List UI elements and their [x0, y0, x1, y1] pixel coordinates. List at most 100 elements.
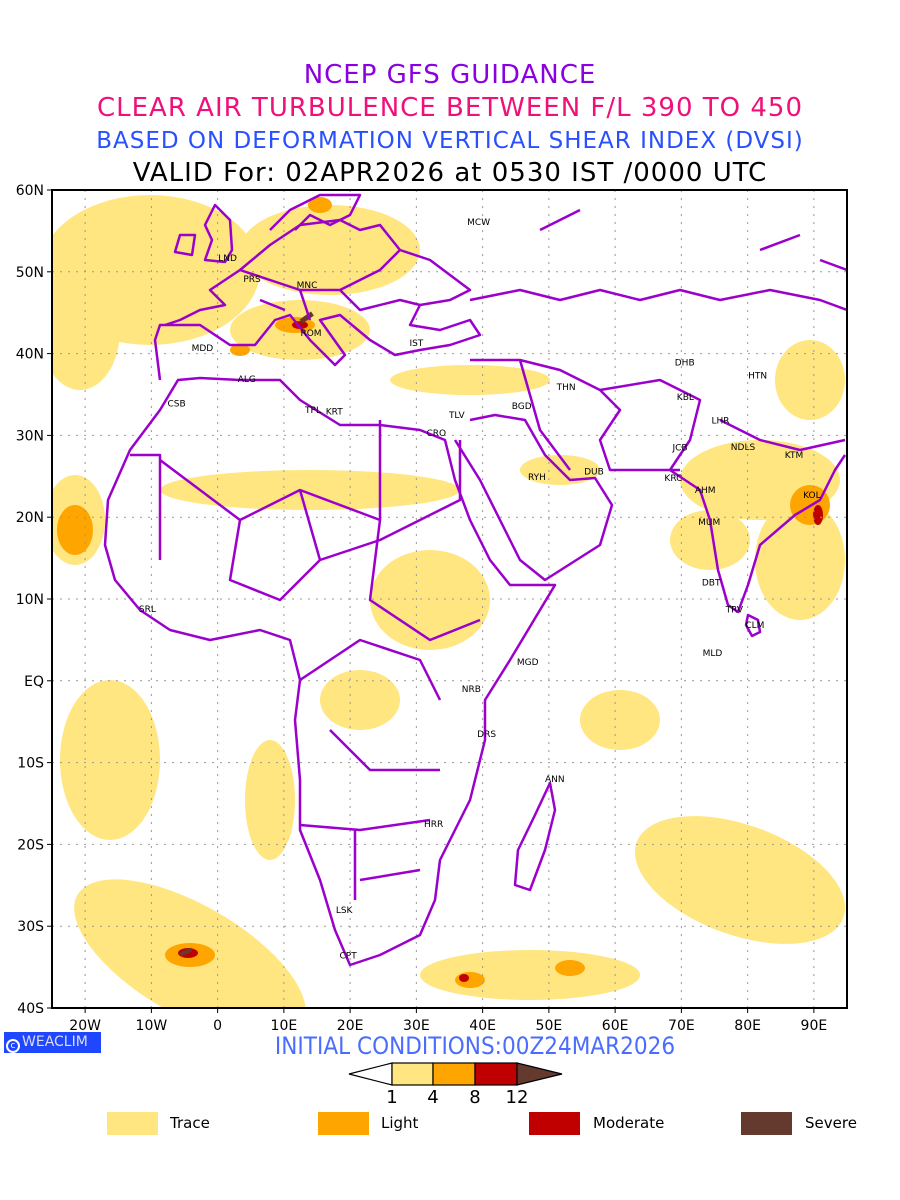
lat-tick-label: EQ: [24, 674, 44, 690]
lat-tick-label: 20S: [17, 837, 44, 853]
colorbar-moderate: [474, 1062, 518, 1086]
colorbar-tick-label: 4: [427, 1087, 439, 1108]
lon-tick-label: 20E: [337, 1018, 364, 1034]
initial-conditions: INITIAL CONDITIONS:00Z24MAR2026: [274, 1032, 676, 1060]
station-label-cro: CRO: [426, 429, 446, 439]
severe-areas: [179, 311, 314, 957]
legend-swatch-moderate: [529, 1112, 580, 1135]
station-label-kol: KOL: [803, 491, 821, 501]
lon-tick-label: 50E: [536, 1018, 563, 1034]
lon-tick-label: 70E: [668, 1018, 695, 1034]
station-label-drs: DRS: [477, 730, 496, 740]
africa-borders: [130, 420, 481, 900]
station-label-cpt: CPT: [340, 952, 358, 962]
weaclim-logo: c WEACLIM: [4, 1032, 101, 1053]
station-label-trv: TRV: [725, 606, 744, 616]
asia-north-coast: [469, 208, 847, 312]
lon-tick-label: 90E: [801, 1018, 828, 1034]
station-label-clm: CLM: [745, 621, 764, 631]
station-label-ahm: AHM: [695, 486, 716, 496]
arabia-outline: [453, 413, 614, 582]
station-label-csb: CSB: [167, 399, 185, 409]
lon-tick-label: 10E: [271, 1018, 298, 1034]
coastlines-borders: [103, 193, 847, 967]
station-label-krc: KRC: [664, 474, 682, 484]
title-index: BASED ON DEFORMATION VERTICAL SHEAR INDE…: [96, 128, 804, 154]
station-label-mdd: MDD: [192, 344, 214, 354]
africa-outline: [103, 376, 557, 967]
station-label-ann: ANN: [545, 775, 565, 785]
legend-label-severe: Severe: [805, 1114, 857, 1132]
legend-swatch-light: [318, 1112, 369, 1135]
colorbar-tick-label: 1: [386, 1087, 398, 1108]
india-outline: [669, 418, 847, 614]
legend-label-trace: Trace: [170, 1114, 210, 1132]
lon-tick-label: 10W: [136, 1018, 168, 1034]
title-guidance: NCEP GFS GUIDANCE: [303, 60, 597, 90]
colorbar-tick-label: 12: [505, 1087, 529, 1108]
colorbar: [348, 1062, 563, 1086]
station-label-lhr: LHR: [711, 417, 729, 427]
station-label-tpl: TPL: [304, 406, 321, 416]
station-label-krt: KRT: [326, 408, 344, 418]
station-label-mld: MLD: [703, 649, 723, 659]
station-label-nrb: NRB: [462, 685, 481, 695]
lon-tick-label: 0: [213, 1018, 222, 1034]
station-label-bgd: BGD: [512, 402, 532, 412]
lon-tick-label: 60E: [602, 1018, 629, 1034]
europe-outline: [153, 218, 482, 381]
legend-swatch-trace: [107, 1112, 158, 1135]
station-label-dub: DUB: [584, 467, 604, 477]
station-label-rom: ROM: [300, 329, 321, 339]
colorbar-light: [432, 1062, 476, 1086]
uk-ireland: [173, 203, 234, 264]
station-label-dbt: DBT: [702, 579, 721, 589]
station-label-tlv: TLV: [448, 411, 466, 421]
legend-label-moderate: Moderate: [593, 1114, 665, 1132]
station-label-ryh: RYH: [528, 473, 546, 483]
lat-tick-label: 60N: [16, 183, 44, 199]
lat-tick-label: 30N: [16, 428, 44, 444]
station-label-ndls: NDLS: [731, 443, 756, 453]
title-turbulence: CLEAR AIR TURBULENCE BETWEEN F/L 390 TO …: [96, 93, 804, 123]
title-valid-time: VALID For: 02APR2026 at 0530 IST /0000 U…: [132, 158, 768, 188]
lon-tick-label: 40E: [469, 1018, 496, 1034]
station-label-mum: MUM: [698, 518, 720, 528]
scandinavia: [269, 193, 362, 231]
station-label-kbl: KBL: [677, 393, 694, 403]
copyright-icon: c: [6, 1039, 20, 1053]
axes: 60N 50N 40N 30N 20N 10N EQ 10S 20S 30S 40S 20W 10W 0 1…: [16, 183, 828, 1034]
europe-borders: [239, 249, 421, 321]
lon-tick-label: 30E: [403, 1018, 430, 1034]
station-label-dhb: DHB: [675, 359, 695, 369]
legend-swatch-severe: [741, 1112, 792, 1135]
colorbar-below-triangle: [348, 1062, 393, 1086]
middle-east-borders: [470, 358, 702, 472]
station-label-srl: SRL: [139, 605, 156, 615]
lat-tick-label: 50N: [16, 265, 44, 281]
lat-tick-label: 40S: [17, 1001, 44, 1017]
lon-tick-label: 20W: [69, 1018, 101, 1034]
lon-tick-label: 80E: [734, 1018, 761, 1034]
colorbar-trace: [391, 1062, 434, 1086]
station-label-htn: HTN: [748, 372, 767, 382]
sri-lanka: [744, 613, 762, 638]
station-label-ktm: KTM: [785, 451, 803, 461]
station-label-lsk: LSK: [336, 906, 354, 916]
station-label-thn: THN: [556, 383, 576, 393]
station-label-jcb: JCB: [671, 444, 687, 454]
lat-tick-label: 20N: [16, 510, 44, 526]
colorbar-tick-label: 8: [469, 1087, 481, 1108]
lat-tick-label: 10N: [16, 592, 44, 608]
legend-label-light: Light: [381, 1114, 419, 1132]
lat-tick-label: 30S: [17, 919, 44, 935]
station-label-mnc: MNC: [297, 281, 318, 291]
station-label-hrr: HRR: [424, 820, 443, 830]
madagascar: [513, 781, 557, 892]
station-label-ist: IST: [409, 339, 423, 349]
station-label-mcw: MCW: [467, 218, 490, 228]
